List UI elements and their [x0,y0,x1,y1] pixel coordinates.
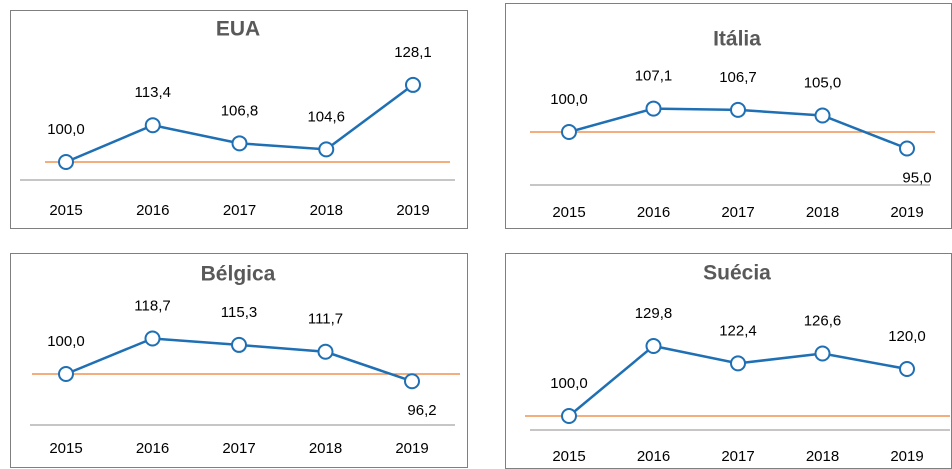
data-label: 115,3 [221,304,257,321]
data-point [730,101,746,118]
data-point [318,141,335,158]
x-tick-label: 2016 [637,448,670,465]
x-tick-label: 2018 [806,448,839,465]
data-point [144,117,161,134]
x-tick-label: 2017 [223,202,256,219]
data-label: 120,0 [888,328,926,345]
data-point [405,76,421,93]
x-tick-label: 2017 [721,448,754,465]
data-point [561,408,577,424]
data-label: 111,7 [308,311,343,328]
x-tick-label: 2019 [395,440,428,457]
data-label: 122,4 [719,322,757,339]
data-point [317,343,334,360]
data-label: 106,7 [719,69,757,86]
chart-title: Suécia [703,262,771,285]
data-label: 128,1 [394,44,432,61]
chart-title: Bélgica [201,263,276,286]
data-label: 113,4 [135,84,171,101]
data-point [814,107,831,124]
data-point [231,135,248,152]
data-label: 105,0 [804,74,842,91]
x-tick-label: 2018 [806,204,839,221]
data-point [58,153,74,170]
data-point [561,124,577,140]
x-tick-label: 2017 [222,440,255,457]
data-point [144,330,161,347]
data-point [899,140,915,157]
data-label: 100,0 [47,121,85,138]
x-tick-label: 2015 [49,202,82,219]
x-tick-label: 2015 [552,448,585,465]
x-tick-label: 2018 [310,202,343,219]
data-point [231,336,247,353]
data-point [404,373,420,390]
data-label: 100,0 [550,91,588,108]
x-tick-label: 2017 [721,204,754,221]
data-label: 118,7 [134,297,170,314]
chart-title: EUA [216,18,260,41]
x-tick-label: 2016 [136,202,169,219]
data-label: 106,8 [221,102,259,119]
x-tick-label: 2018 [309,440,342,457]
panel-border [505,3,952,229]
data-label: 100,0 [47,333,85,350]
x-tick-label: 2015 [552,204,585,221]
data-point [899,361,915,377]
data-point [814,345,831,362]
x-tick-label: 2016 [136,440,169,457]
panel-border [10,253,468,468]
data-label: 96,2 [407,402,436,419]
data-label: 107,1 [635,68,673,85]
data-point [645,100,662,117]
data-point [645,337,662,354]
chart-title: Itália [713,28,761,51]
panel-border [10,10,468,229]
data-point [58,366,74,382]
data-label: 126,6 [804,312,842,329]
x-tick-label: 2019 [890,204,923,221]
data-label: 104,6 [307,108,345,125]
x-tick-label: 2016 [637,204,670,221]
data-label: 100,0 [550,375,588,392]
data-point [730,355,746,372]
data-label: 129,8 [635,305,673,322]
data-label: 95,0 [902,169,931,186]
x-tick-label: 2019 [396,202,429,219]
x-tick-label: 2019 [890,448,923,465]
x-tick-label: 2015 [49,440,82,457]
